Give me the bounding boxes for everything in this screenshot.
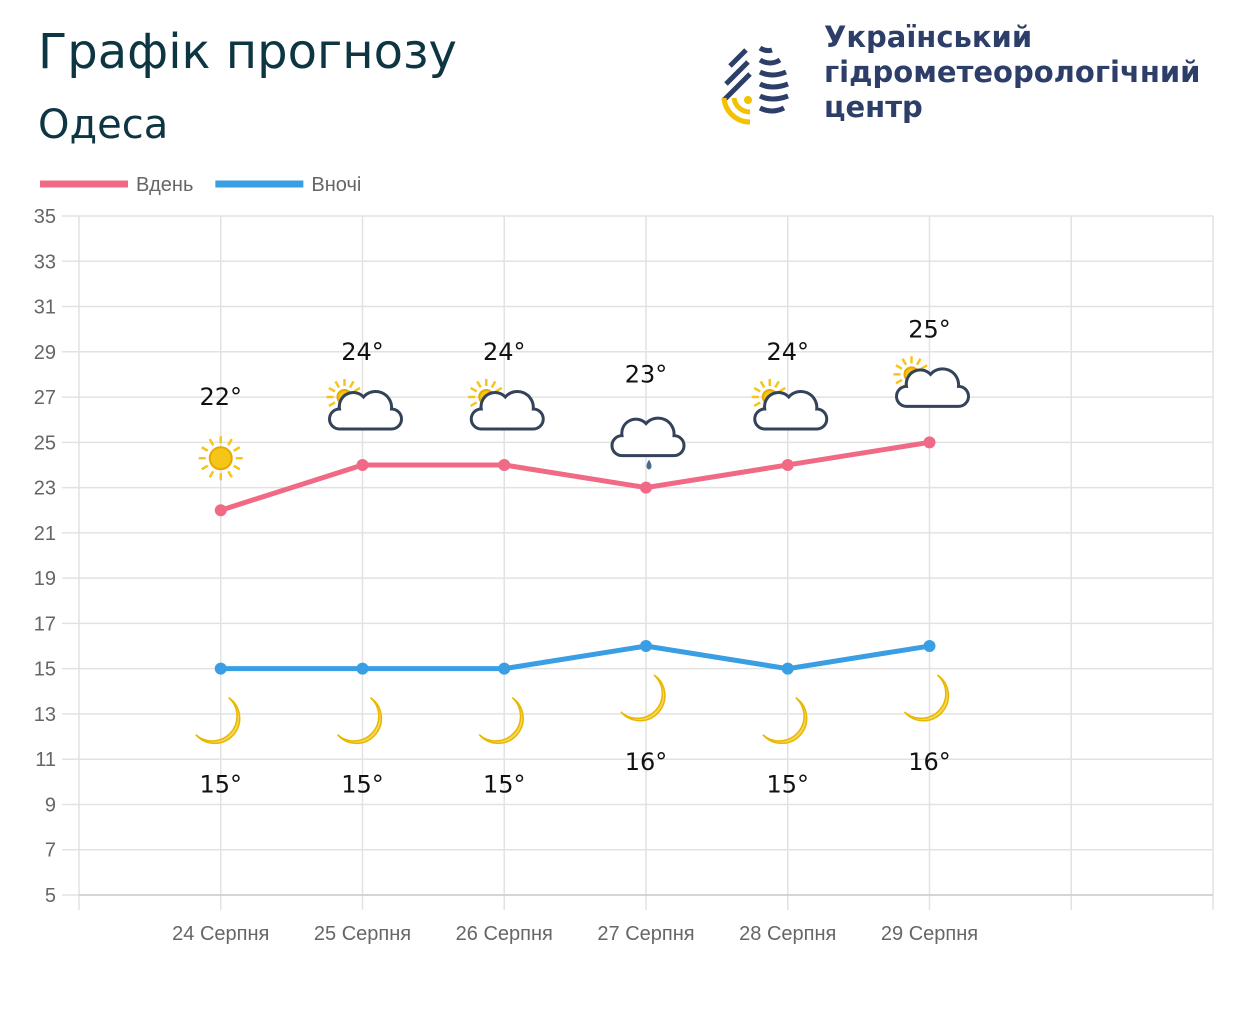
point — [214, 662, 227, 675]
sun-ray — [470, 386, 478, 393]
sun-ray — [915, 358, 922, 366]
point — [498, 662, 511, 675]
sun-ray — [470, 401, 478, 408]
data-label: 24° — [341, 338, 384, 366]
sun-ray — [753, 386, 761, 393]
sun-ray — [233, 446, 241, 452]
sun — [208, 446, 233, 471]
series-line — [219, 439, 930, 513]
data-label: 24° — [766, 338, 809, 366]
sun-ray — [201, 464, 209, 471]
y-tick-label: 35 — [34, 206, 56, 228]
y-tick-label: 7 — [45, 840, 56, 862]
moon — [478, 697, 524, 745]
drop — [646, 459, 652, 470]
sun-ray — [753, 401, 761, 408]
moon — [762, 697, 808, 745]
logo-icon — [721, 45, 789, 125]
sun-ray — [227, 438, 233, 446]
data-label: 24° — [483, 338, 526, 366]
moon — [903, 674, 950, 722]
data-label: 22° — [199, 383, 242, 411]
sun-ray — [759, 380, 766, 389]
cloud — [328, 390, 403, 431]
y-tick-label: 29 — [34, 342, 56, 364]
sun-ray — [328, 386, 336, 393]
sun-ray — [901, 358, 908, 366]
sun-ray — [334, 380, 341, 389]
point — [781, 662, 794, 675]
x-tick-label: 26 Серпня — [456, 923, 553, 945]
sun-ray — [233, 464, 241, 471]
sun-ray — [778, 386, 786, 393]
point — [781, 458, 794, 471]
sun-ray — [490, 380, 497, 389]
sun-ray — [201, 446, 209, 452]
data-label: 15° — [483, 771, 526, 799]
sun-ray — [328, 401, 336, 408]
y-tick-label: 5 — [45, 885, 56, 907]
sun-ray — [895, 364, 903, 370]
legend-label: Вдень — [136, 174, 193, 196]
y-tick-label: 19 — [34, 568, 56, 590]
logo-text: Український — [824, 20, 1032, 54]
point — [923, 640, 936, 653]
data-label: 16° — [625, 748, 668, 776]
point — [356, 458, 369, 471]
sun-ray — [348, 380, 355, 389]
moon — [195, 697, 241, 745]
point — [498, 458, 511, 471]
data-label: 25° — [908, 315, 951, 343]
y-tick-label: 27 — [34, 387, 56, 409]
point — [923, 436, 936, 449]
cloud — [469, 390, 545, 431]
moon — [336, 697, 383, 745]
data-label: 15° — [199, 771, 242, 799]
legend-label: Вночі — [311, 174, 361, 196]
y-tick-label: 9 — [45, 794, 56, 816]
x-tick-label: 27 Серпня — [597, 923, 694, 945]
logo-text: гідрометеорологічний — [824, 55, 1201, 89]
y-tick-label: 33 — [34, 251, 56, 273]
sun-ray — [774, 380, 780, 389]
cloud — [895, 367, 970, 408]
series-line — [220, 643, 930, 672]
sun-ray — [208, 438, 215, 446]
x-tick-label: 28 Серпня — [739, 923, 836, 945]
point — [214, 504, 227, 517]
sun-ray — [208, 470, 215, 478]
subtitle: Одеса — [38, 102, 168, 148]
y-tick-label: 25 — [34, 432, 56, 454]
y-tick-label: 21 — [34, 523, 56, 545]
sun-ray — [353, 386, 361, 393]
y-tick-label: 15 — [34, 659, 56, 681]
moon — [620, 674, 666, 722]
y-tick-label: 11 — [35, 749, 56, 771]
y-tick-label: 31 — [34, 297, 56, 319]
data-label: 23° — [625, 361, 668, 389]
data-label: 15° — [341, 771, 384, 799]
data-label: 16° — [908, 748, 951, 776]
cloud — [753, 390, 829, 431]
data-label: 15° — [766, 771, 809, 799]
sun-ray — [476, 380, 482, 389]
sun-ray — [227, 470, 233, 478]
cloud — [610, 416, 686, 458]
point — [356, 662, 369, 675]
logo-text: центр — [824, 90, 923, 124]
point — [640, 481, 652, 494]
x-tick-label: 24 Серпня — [172, 923, 269, 945]
sun-ray — [920, 364, 928, 370]
y-tick-label: 13 — [34, 704, 56, 726]
x-tick-label: 29 Серпня — [881, 923, 978, 945]
y-tick-label: 17 — [34, 613, 56, 635]
sun-ray — [495, 386, 503, 393]
x-tick-label: 25 Серпня — [314, 923, 411, 945]
title: Графік прогнозу — [38, 24, 457, 80]
y-tick-label: 23 — [34, 478, 56, 500]
point — [640, 640, 652, 653]
sun-ray — [895, 378, 903, 385]
